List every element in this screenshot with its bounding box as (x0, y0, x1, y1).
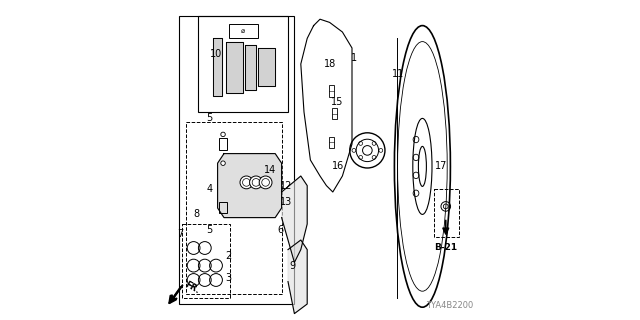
Text: B-21: B-21 (434, 243, 458, 252)
Circle shape (259, 176, 272, 189)
Text: 1: 1 (351, 52, 356, 63)
Polygon shape (288, 240, 307, 314)
Text: 13: 13 (280, 196, 292, 207)
Circle shape (221, 161, 225, 165)
Polygon shape (258, 48, 275, 86)
Circle shape (221, 132, 225, 137)
Text: FR.: FR. (184, 280, 202, 296)
Circle shape (240, 176, 253, 189)
Polygon shape (282, 176, 307, 262)
Text: 17: 17 (435, 161, 448, 172)
Polygon shape (226, 42, 243, 93)
Bar (329, 85, 334, 97)
Text: 4: 4 (207, 184, 212, 194)
Bar (229, 24, 258, 38)
Text: 6: 6 (277, 225, 283, 236)
Text: 18: 18 (323, 59, 336, 69)
Text: ⌀: ⌀ (241, 28, 245, 34)
Text: 16: 16 (332, 161, 344, 172)
Bar (219, 138, 227, 150)
Bar (219, 202, 227, 213)
Bar (329, 137, 334, 148)
Bar (434, 189, 460, 237)
Text: 2: 2 (226, 251, 232, 261)
Text: 14: 14 (264, 164, 276, 175)
Bar (182, 224, 230, 298)
Bar (179, 16, 294, 304)
Text: 3: 3 (226, 273, 232, 284)
Text: 12: 12 (280, 180, 292, 191)
Text: 9: 9 (290, 260, 296, 271)
Bar (198, 16, 288, 112)
Bar (186, 122, 282, 294)
Circle shape (250, 176, 262, 189)
Text: 10: 10 (210, 49, 222, 60)
Polygon shape (212, 38, 223, 96)
Polygon shape (218, 154, 282, 218)
Polygon shape (245, 45, 256, 90)
Text: 8: 8 (194, 209, 200, 220)
Text: TYA4B2200: TYA4B2200 (426, 301, 474, 310)
Text: 5: 5 (207, 225, 212, 236)
Text: 15: 15 (332, 97, 344, 108)
Text: 5: 5 (207, 113, 212, 124)
Text: 11: 11 (392, 68, 404, 79)
Text: 7: 7 (178, 228, 184, 239)
Bar (332, 108, 337, 119)
